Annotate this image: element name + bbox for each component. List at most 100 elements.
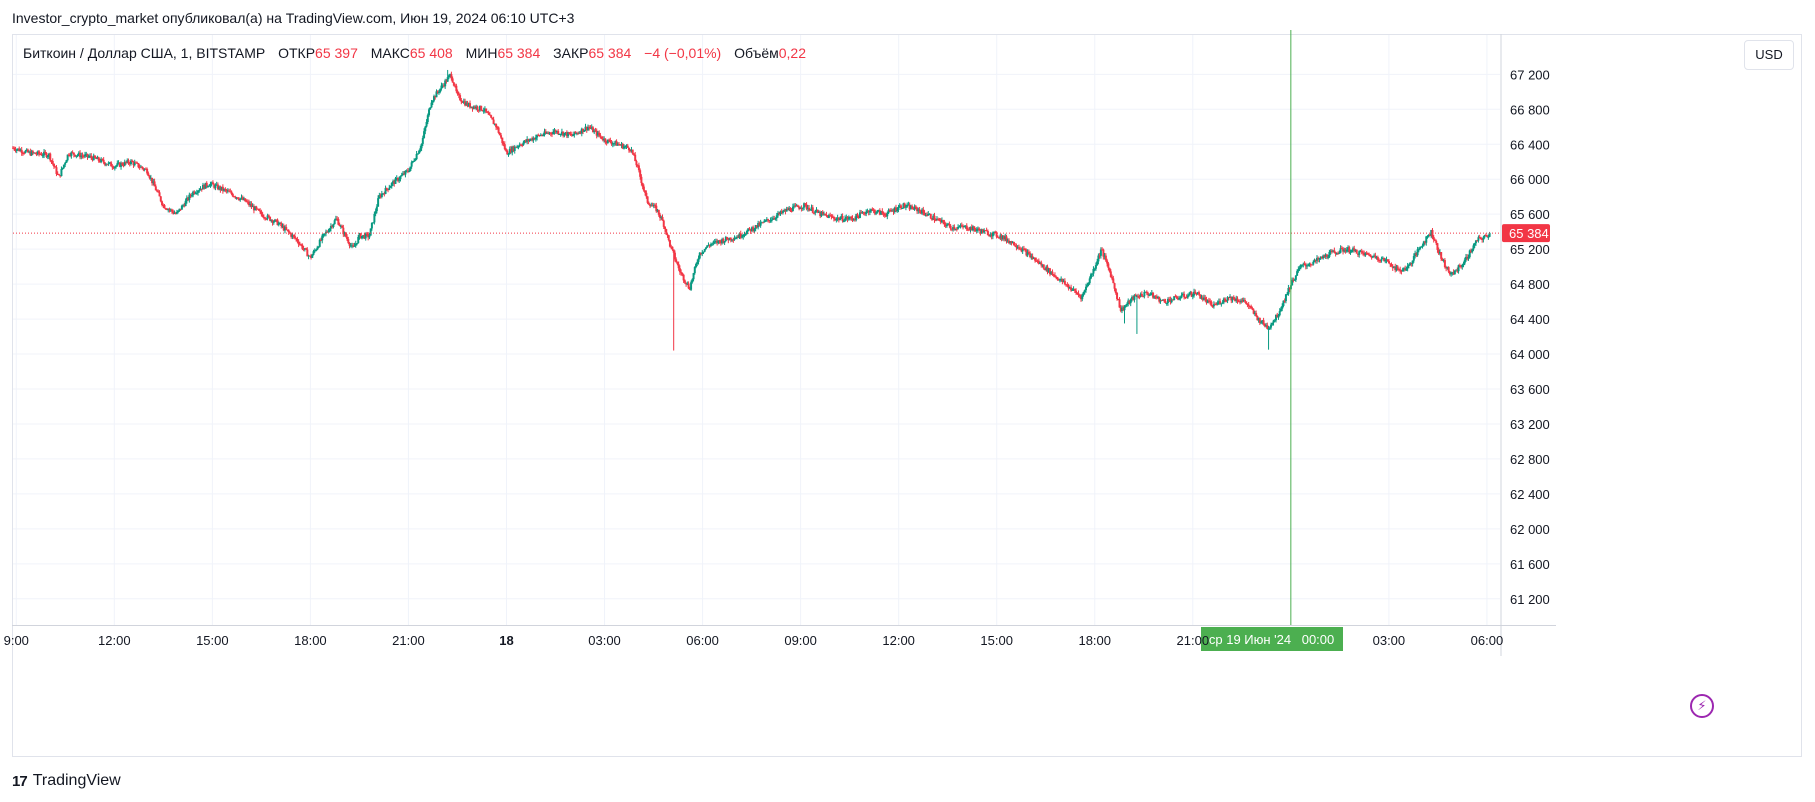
candle-body bbox=[210, 182, 213, 184]
candle-body bbox=[270, 220, 273, 222]
candle-body bbox=[1253, 313, 1256, 315]
candle-body bbox=[25, 149, 28, 151]
candle-body bbox=[1206, 300, 1209, 303]
candle-body bbox=[478, 105, 481, 111]
candle-body bbox=[1487, 236, 1490, 238]
candle-body bbox=[891, 210, 894, 212]
candle-body bbox=[1021, 248, 1024, 252]
candle-body bbox=[1181, 293, 1184, 296]
candle-body bbox=[184, 200, 187, 207]
candle-body bbox=[1196, 292, 1199, 295]
currency-button[interactable]: USD bbox=[1744, 40, 1794, 70]
candle-body bbox=[323, 233, 326, 235]
candle-body bbox=[1170, 299, 1173, 303]
candle-body bbox=[1056, 277, 1059, 280]
candle-body bbox=[1050, 271, 1053, 275]
candle-body bbox=[624, 146, 627, 148]
tradingview-brand[interactable]: 17 TradingView bbox=[12, 772, 121, 790]
candle-body bbox=[1344, 249, 1347, 252]
candle-body bbox=[851, 218, 854, 220]
candle-body bbox=[1161, 299, 1164, 301]
candle-body bbox=[423, 131, 426, 138]
candle-body bbox=[1112, 278, 1115, 284]
candle-body bbox=[588, 126, 591, 128]
candle-body bbox=[1145, 291, 1148, 294]
candle-body bbox=[158, 192, 161, 197]
candle-body bbox=[486, 111, 489, 113]
candle-body bbox=[410, 162, 413, 167]
candle-body bbox=[49, 153, 52, 161]
lightning-icon[interactable]: ⚡ bbox=[1690, 694, 1714, 718]
candle-body bbox=[389, 186, 392, 188]
candle-body bbox=[1014, 245, 1017, 247]
candle-body bbox=[339, 225, 342, 227]
candle-body bbox=[143, 168, 146, 170]
candle-body bbox=[1406, 265, 1409, 269]
candle-body bbox=[1036, 260, 1039, 262]
candle-body bbox=[662, 220, 665, 227]
candle-body bbox=[322, 233, 325, 236]
candle-body bbox=[275, 219, 278, 221]
candle-body bbox=[714, 240, 717, 242]
candle-body bbox=[789, 208, 792, 211]
candle-body bbox=[529, 138, 532, 140]
candle-body bbox=[1227, 297, 1230, 299]
candle-body bbox=[315, 249, 318, 251]
candle-body bbox=[141, 166, 144, 169]
price-tick-label: 62 000 bbox=[1510, 522, 1550, 537]
candle-body bbox=[451, 78, 454, 83]
candle-body bbox=[249, 203, 252, 205]
candle-body bbox=[778, 212, 781, 215]
candle-body bbox=[1186, 295, 1189, 298]
candle-body bbox=[444, 80, 447, 87]
candle-body bbox=[957, 227, 960, 229]
candle-body bbox=[272, 221, 275, 223]
open-label: ОТКР bbox=[278, 45, 316, 61]
candle-body bbox=[765, 219, 768, 221]
candle-body bbox=[1343, 249, 1346, 252]
candle-body bbox=[825, 214, 828, 216]
candle-body bbox=[673, 252, 676, 260]
candle-body bbox=[40, 154, 43, 156]
candle-body bbox=[385, 188, 388, 190]
candle-body bbox=[167, 209, 170, 211]
candle-body bbox=[908, 204, 911, 210]
candle-body bbox=[1106, 260, 1109, 264]
candle-body bbox=[187, 197, 190, 200]
candle-body bbox=[1333, 250, 1336, 253]
candle-body bbox=[111, 166, 114, 168]
candle-body bbox=[1165, 302, 1168, 304]
candle-body bbox=[180, 205, 183, 210]
candle-body bbox=[994, 232, 997, 234]
candle-body bbox=[1467, 257, 1470, 259]
candle-body bbox=[824, 213, 827, 215]
candle-body bbox=[183, 205, 186, 207]
candle-body bbox=[1465, 256, 1468, 260]
candle-body bbox=[1057, 279, 1060, 281]
candle-body bbox=[351, 245, 354, 247]
candle-body bbox=[1304, 265, 1307, 267]
candle-body bbox=[234, 196, 237, 198]
candle-body bbox=[400, 175, 403, 177]
candle-body bbox=[1248, 306, 1251, 308]
candle-body bbox=[151, 177, 154, 184]
candle-body bbox=[343, 232, 346, 235]
candle-body bbox=[1371, 256, 1374, 258]
candle-body bbox=[51, 160, 54, 164]
candle-body bbox=[1133, 294, 1136, 300]
candle-body bbox=[944, 224, 947, 227]
candle-body bbox=[214, 185, 217, 188]
candle-body bbox=[631, 149, 634, 154]
high-value: 65 408 bbox=[409, 45, 453, 61]
candle-body bbox=[318, 239, 321, 247]
candle-body bbox=[1332, 250, 1335, 252]
candle-body bbox=[112, 167, 115, 169]
candle-body bbox=[236, 197, 239, 199]
candle-body bbox=[919, 211, 922, 214]
candle-body bbox=[362, 235, 365, 237]
candle-body bbox=[620, 143, 623, 146]
candle-body bbox=[981, 229, 984, 233]
candle-body bbox=[1286, 294, 1289, 296]
candle-body bbox=[798, 206, 801, 209]
